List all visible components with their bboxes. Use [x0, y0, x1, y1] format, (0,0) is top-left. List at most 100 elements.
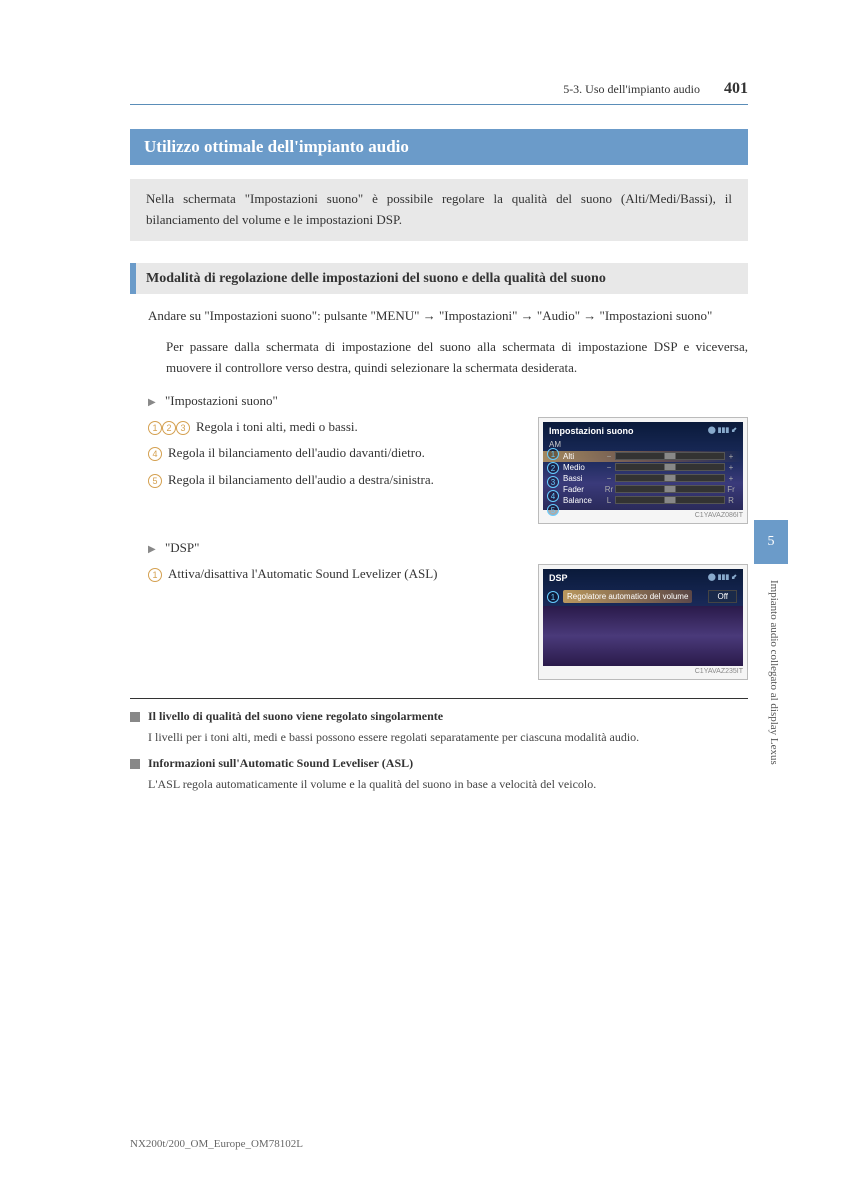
divider — [130, 698, 748, 699]
slider-label: Alti — [563, 452, 603, 461]
circle-number: 1 — [148, 568, 162, 582]
slider-left: − — [603, 452, 615, 461]
callout-num: 3 — [547, 476, 559, 488]
screen2-status-icons: ⬤ ▮▮▮ ⬋ — [708, 573, 737, 583]
asl-label: Regolatore automatico del volume — [563, 590, 692, 603]
slider-left: Rr — [603, 485, 615, 494]
slider-right: Fr — [725, 485, 737, 494]
slider-row: FaderRr Fr — [543, 484, 743, 495]
item-text: Regola il bilanciamento dell'audio davan… — [168, 443, 425, 464]
screen2-header: DSP ⬤ ▮▮▮ ⬋ — [543, 569, 743, 587]
slider-right: R — [725, 496, 737, 505]
callout-num: 5 — [547, 504, 559, 516]
slider-row: BalanceL R — [543, 495, 743, 506]
slider-right: + — [725, 452, 737, 461]
note-body: I livelli per i toni alti, medi e bassi … — [148, 728, 748, 746]
note-title: Informazioni sull'Automatic Sound Leveli… — [148, 756, 413, 771]
numbered-item: 5 Regola il bilanciamento dell'audio a de… — [148, 470, 526, 491]
subsection-heading: Modalità di regolazione delle impostazio… — [130, 263, 748, 295]
screen1: 12345 Impostazioni suono ⬤ ▮▮▮ ⬋ AM Alti… — [543, 422, 743, 510]
slider-left: L — [603, 496, 615, 505]
slider-right: + — [725, 474, 737, 483]
footer-code: NX200t/200_OM_Europe_OM78102L — [130, 1138, 303, 1150]
screen1-title: Impostazioni suono — [549, 426, 634, 436]
slider-label: Balance — [563, 496, 603, 505]
bullet-label: "DSP" — [165, 540, 199, 555]
screen1-container: 12345 Impostazioni suono ⬤ ▮▮▮ ⬋ AM Alti… — [538, 417, 748, 524]
screen1-header: Impostazioni suono ⬤ ▮▮▮ ⬋ — [543, 422, 743, 440]
dsp-row: 1 Attiva/disattiva l'Automatic Sound Leve… — [148, 564, 748, 680]
screen2-asl-row: Regolatore automatico del volume Off — [543, 587, 743, 606]
page-number: 401 — [724, 80, 748, 98]
triangle-icon: ▶ — [148, 397, 156, 408]
note-heading: Informazioni sull'Automatic Sound Leveli… — [130, 756, 748, 771]
item-numbers: 4 — [148, 443, 162, 464]
section-title: Utilizzo ottimale dell'impianto audio — [130, 129, 748, 165]
screen1-callouts: 12345 — [547, 448, 559, 518]
bullet-sound-settings: ▶ "Impostazioni suono" — [148, 393, 748, 409]
page-content: 5-3. Uso dell'impianto audio 401 Utilizz… — [0, 0, 848, 843]
circle-number: 4 — [148, 447, 162, 461]
slider-row: Bassi− + — [543, 473, 743, 484]
page-header: 5-3. Uso dell'impianto audio 401 — [130, 80, 748, 105]
slider-track — [615, 474, 725, 482]
slider-left: − — [603, 463, 615, 472]
screen1-rows: Alti−+Medio−+Bassi−+FaderRrFrBalanceLR — [543, 451, 743, 506]
switch-instructions: Per passare dalla schermata di impostazi… — [166, 337, 748, 379]
notes-section: Il livello di qualità del suono viene re… — [130, 709, 748, 793]
item-numbers: 123 — [148, 417, 190, 438]
callout-num: 1 — [547, 448, 559, 460]
triangle-icon: ▶ — [148, 544, 156, 555]
slider-left: − — [603, 474, 615, 483]
slider-label: Medio — [563, 463, 603, 472]
intro-box: Nella schermata "Impostazioni suono" è p… — [130, 179, 748, 241]
chapter-label: Impianto audio collegato al display Lexu… — [768, 580, 780, 765]
screen2-frame: 1 DSP ⬤ ▮▮▮ ⬋ Regolatore automatico del … — [538, 564, 748, 680]
numbered-item: 1 Attiva/disattiva l'Automatic Sound Leve… — [148, 564, 526, 585]
circle-number: 3 — [176, 421, 190, 435]
circle-number: 2 — [162, 421, 176, 435]
slider-track — [615, 452, 725, 460]
square-bullet-icon — [130, 759, 140, 769]
item-numbers: 5 — [148, 470, 162, 491]
slider-label: Bassi — [563, 474, 603, 483]
screen2-title: DSP — [549, 573, 568, 583]
bullet-label: "Impostazioni suono" — [165, 393, 278, 408]
note-body: L'ASL regola automaticamente il volume e… — [148, 775, 748, 793]
screen2-body — [543, 606, 743, 666]
callout-num: 1 — [547, 591, 559, 603]
screen1-caption: C1YAVAZ086IT — [543, 510, 743, 519]
breadcrumb: 5-3. Uso dell'impianto audio — [563, 82, 700, 97]
note-title: Il livello di qualità del suono viene re… — [148, 709, 443, 724]
slider-right: + — [725, 463, 737, 472]
screen1-status-icons: ⬤ ▮▮▮ ⬋ — [708, 426, 737, 436]
screen1-frame: 12345 Impostazioni suono ⬤ ▮▮▮ ⬋ AM Alti… — [538, 417, 748, 524]
screen2-container: 1 DSP ⬤ ▮▮▮ ⬋ Regolatore automatico del … — [538, 564, 748, 680]
screen2-caption: C1YAVAZ235IT — [543, 666, 743, 675]
nav-instructions: Andare su "Impostazioni suono": pulsante… — [148, 306, 748, 327]
slider-track — [615, 485, 725, 493]
square-bullet-icon — [130, 712, 140, 722]
slider-track — [615, 496, 725, 504]
asl-value: Off — [708, 590, 737, 603]
bullet-dsp: ▶ "DSP" — [148, 540, 748, 556]
numbered-item: 123 Regola i toni alti, medi o bassi. — [148, 417, 526, 438]
slider-row: Alti− + — [543, 451, 743, 462]
numbered-item: 4 Regola il bilanciamento dell'audio dava… — [148, 443, 526, 464]
item-numbers: 1 — [148, 564, 162, 585]
slider-label: Fader — [563, 485, 603, 494]
slider-track — [615, 463, 725, 471]
sound-settings-row: 123Regola i toni alti, medi o bassi.4Reg… — [148, 417, 748, 524]
screen1-subtitle: AM — [543, 440, 743, 451]
dsp-items-list: 1 Attiva/disattiva l'Automatic Sound Leve… — [148, 564, 526, 680]
item-text: Regola il bilanciamento dell'audio a des… — [168, 470, 434, 491]
callout-num: 2 — [547, 462, 559, 474]
screen2-callouts: 1 — [547, 591, 559, 605]
chapter-tab: 5 — [754, 520, 788, 564]
slider-row: Medio− + — [543, 462, 743, 473]
circle-number: 1 — [148, 421, 162, 435]
note-heading: Il livello di qualità del suono viene re… — [130, 709, 748, 724]
item-text: Attiva/disattiva l'Automatic Sound Level… — [168, 564, 438, 585]
circle-number: 5 — [148, 474, 162, 488]
item-text: Regola i toni alti, medi o bassi. — [196, 417, 358, 438]
